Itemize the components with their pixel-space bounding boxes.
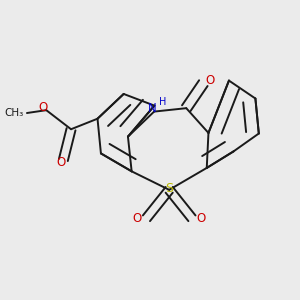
Text: O: O	[39, 101, 48, 114]
Text: N: N	[148, 102, 157, 115]
Text: O: O	[133, 212, 142, 225]
Text: S: S	[165, 182, 173, 195]
Text: O: O	[56, 156, 65, 169]
Text: O: O	[196, 212, 206, 225]
Text: O: O	[206, 74, 215, 87]
Text: CH₃: CH₃	[5, 108, 24, 118]
Text: H: H	[159, 97, 166, 106]
